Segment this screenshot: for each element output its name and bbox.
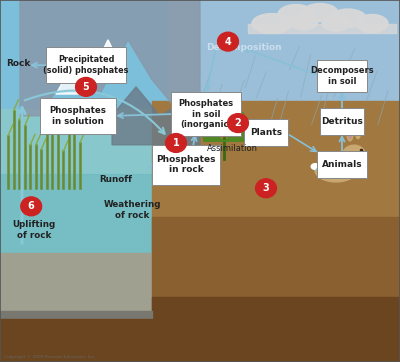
Text: Weathering
of rock: Weathering of rock [103,200,161,220]
Text: Detritus: Detritus [321,117,363,126]
FancyBboxPatch shape [152,145,220,185]
Ellipse shape [348,126,352,139]
Circle shape [228,114,248,132]
Text: Phosphates
in soil
(inorganic): Phosphates in soil (inorganic) [178,99,234,129]
Ellipse shape [330,9,366,27]
Bar [248,24,396,33]
Text: Plants: Plants [250,128,282,136]
Ellipse shape [278,5,314,25]
Text: Runoff: Runoff [100,175,132,184]
Text: Decomposition: Decomposition [206,43,282,51]
Polygon shape [224,112,243,130]
Polygon shape [56,65,88,94]
Bar [168,0,400,181]
Ellipse shape [315,159,357,182]
Bar [0,0,400,116]
Text: Precipitated
(solid) phosphates: Precipitated (solid) phosphates [43,55,129,75]
FancyBboxPatch shape [244,119,288,146]
FancyBboxPatch shape [317,151,367,178]
Polygon shape [205,112,224,130]
Text: Copyright © 2009 Pearson Education, Inc.: Copyright © 2009 Pearson Education, Inc. [4,355,96,359]
FancyBboxPatch shape [40,97,116,134]
Text: Phosphates
in rock: Phosphates in rock [156,155,216,174]
Ellipse shape [290,14,318,30]
Polygon shape [20,0,200,116]
Bar [0,174,152,253]
Polygon shape [224,123,248,141]
Ellipse shape [311,164,319,169]
Text: 2: 2 [235,118,241,128]
Polygon shape [92,40,124,72]
Text: Assimilation: Assimilation [206,144,258,153]
Polygon shape [200,123,224,141]
Text: 6: 6 [28,201,34,211]
Text: Uplifting
of rock: Uplifting of rock [12,220,56,240]
Bar [0,253,152,362]
Polygon shape [112,87,200,145]
Bar [152,217,400,362]
Text: Animals: Animals [322,160,362,169]
Circle shape [218,32,238,51]
Text: 4: 4 [225,37,231,47]
Bar [0,116,400,224]
Circle shape [256,179,276,198]
FancyBboxPatch shape [46,47,126,84]
FancyBboxPatch shape [317,60,367,92]
Circle shape [166,134,186,152]
Text: 5: 5 [83,82,89,92]
Ellipse shape [252,13,292,33]
Text: 3: 3 [263,183,269,193]
FancyBboxPatch shape [320,108,364,135]
Circle shape [76,77,96,96]
Bar [0,319,400,362]
Text: Decomposers
in soil: Decomposers in soil [310,66,374,86]
Ellipse shape [347,123,353,141]
Text: Rock: Rock [6,59,30,68]
Bar [152,297,400,362]
Bar [152,101,400,362]
Text: 1: 1 [173,138,179,148]
Text: Phosphates
in solution: Phosphates in solution [50,106,106,126]
Circle shape [21,197,42,216]
FancyBboxPatch shape [171,92,241,136]
Ellipse shape [302,4,338,22]
Ellipse shape [343,145,365,163]
Bar [0,311,152,362]
Bar [0,109,152,253]
Ellipse shape [356,14,388,33]
Ellipse shape [322,16,350,31]
Ellipse shape [355,123,361,139]
